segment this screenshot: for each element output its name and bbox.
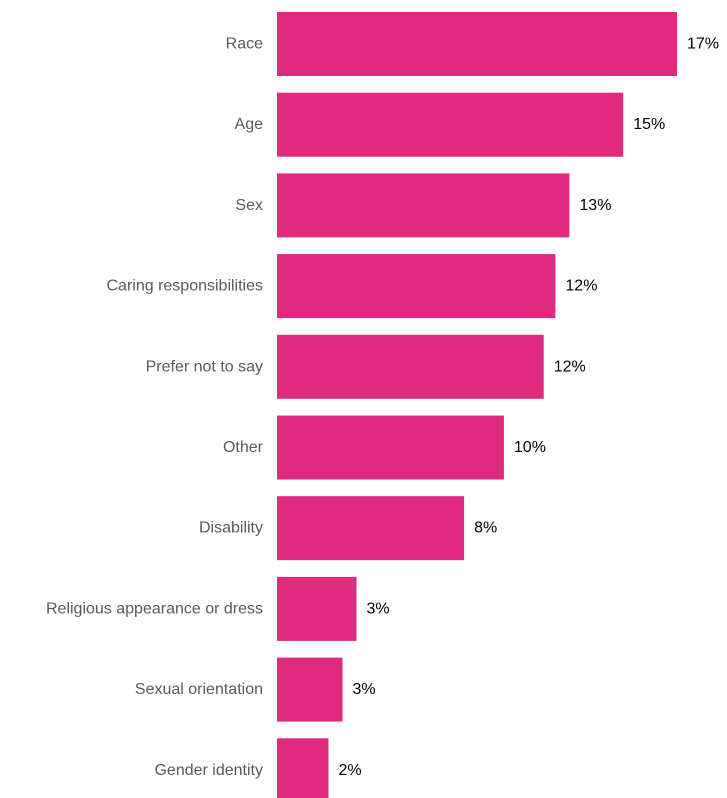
bar-gender-identity: [277, 738, 329, 798]
bars-group: [277, 12, 677, 798]
category-label-sexual-orientation: Sexual orientation: [135, 681, 263, 698]
value-label-age: 15%: [633, 116, 665, 133]
value-label-race: 17%: [687, 36, 719, 53]
bar-religious-appearance-or-dress: [277, 576, 357, 641]
value-label-prefer-not-to-say: 12%: [554, 358, 586, 375]
value-label-gender-identity: 2%: [339, 762, 362, 779]
value-labels-group: 17% 15% 13% 12% 12% 10% 8% 3% 3% 2%: [339, 36, 720, 779]
value-label-caring-responsibilities: 12%: [565, 278, 597, 295]
category-label-sex: Sex: [235, 197, 263, 214]
category-label-race: Race: [226, 36, 263, 53]
category-label-prefer-not-to-say: Prefer not to say: [146, 358, 263, 375]
value-label-religious-appearance-or-dress: 3%: [367, 600, 390, 617]
category-label-gender-identity: Gender identity: [154, 762, 263, 779]
category-label-age: Age: [235, 116, 264, 133]
value-label-disability: 8%: [474, 520, 497, 537]
bar-prefer-not-to-say: [277, 334, 544, 399]
bar-caring-responsibilities: [277, 254, 556, 319]
value-label-sexual-orientation: 3%: [353, 681, 376, 698]
bar-disability: [277, 496, 465, 561]
bar-sexual-orientation: [277, 657, 343, 722]
bar-race: [277, 12, 677, 76]
value-label-other: 10%: [514, 439, 546, 456]
category-label-other: Other: [223, 439, 264, 456]
bar-sex: [277, 173, 570, 238]
bar-other: [277, 415, 504, 480]
category-labels-group: Race Age Sex Caring responsibilities Prefer …: [46, 36, 264, 779]
category-label-religious-appearance-or-dress: Religious appearance or dress: [46, 600, 263, 617]
bar-age: [277, 92, 624, 157]
category-label-disability: Disability: [199, 520, 263, 537]
value-label-sex: 13%: [579, 197, 611, 214]
category-label-caring-responsibilities: Caring responsibilities: [106, 278, 263, 295]
